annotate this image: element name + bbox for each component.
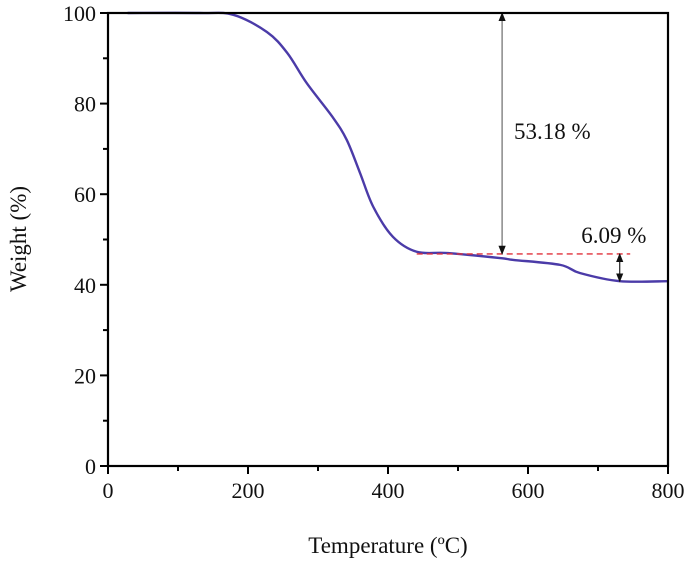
y-tick-label: 0 bbox=[85, 454, 96, 479]
data-series-layer bbox=[127, 11, 669, 283]
x-tick-label: 0 bbox=[103, 478, 114, 503]
major-loss-label: 53.18 % bbox=[514, 119, 591, 144]
y-tick-label: 80 bbox=[74, 92, 96, 117]
y-tick-label: 40 bbox=[74, 273, 96, 298]
y-tick-label: 60 bbox=[74, 182, 96, 207]
x-axis-title: Temperature (ºC) bbox=[308, 533, 467, 558]
x-tick-label: 400 bbox=[372, 478, 405, 503]
tga-curve bbox=[127, 11, 669, 283]
x-tick-label: 800 bbox=[652, 478, 685, 503]
minor-loss-label: 6.09 % bbox=[581, 223, 646, 248]
y-axis-title: Weight (%) bbox=[6, 186, 31, 292]
axes-layer: 0 200 400 600 800 0 20 40 60 80 100 bbox=[63, 1, 685, 503]
y-tick-label: 20 bbox=[74, 363, 96, 388]
reference-lines-layer: 53.18 % 6.09 % bbox=[199, 12, 646, 283]
x-tick-label: 600 bbox=[512, 478, 545, 503]
y-tick-label: 100 bbox=[63, 1, 96, 26]
x-tick-label: 200 bbox=[232, 478, 265, 503]
